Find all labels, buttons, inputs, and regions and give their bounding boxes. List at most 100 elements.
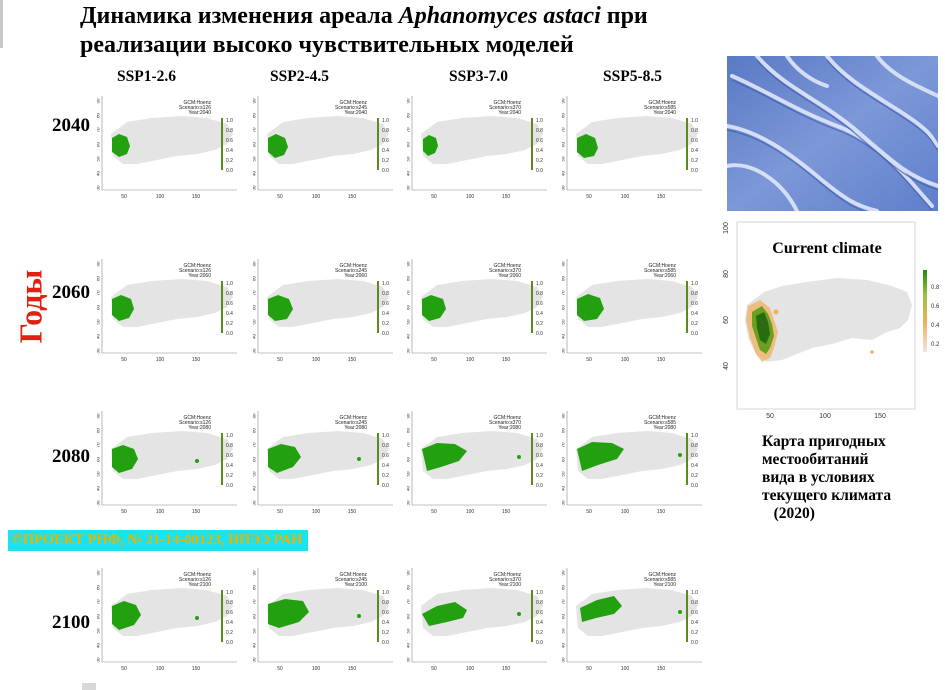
- map-year-label: Year:2060: [344, 273, 367, 279]
- map-x-tick: 100: [312, 509, 321, 515]
- map-legend-tick: 0.4: [691, 620, 698, 626]
- map-y-tick: 70: [253, 599, 257, 605]
- current-y-tick-60: 60: [723, 316, 730, 324]
- current-y-tick-40: 40: [723, 362, 730, 370]
- map-legend-bar: [686, 281, 688, 333]
- map-y-tick: 40: [253, 643, 257, 649]
- current-legend-0.2: 0.2: [931, 342, 940, 348]
- map-y-tick: 50: [97, 319, 101, 325]
- map-x-tick: 100: [156, 194, 165, 200]
- map-legend-tick: 0.8: [382, 128, 389, 134]
- map-legend-tick: 0.0: [226, 168, 233, 174]
- map-y-tick: 80: [407, 113, 411, 119]
- map-scenario-label: Scenario:s585: [644, 420, 676, 426]
- current-climate-title: Current climate: [772, 240, 881, 257]
- map-legend-tick: 0.4: [536, 620, 543, 626]
- current-suitable-spot: [773, 309, 779, 315]
- map-y-tick: 40: [407, 171, 411, 177]
- map-suitable-spot: [195, 459, 199, 463]
- map-x-tick: 150: [657, 666, 666, 672]
- map-legend-bar: [377, 118, 379, 170]
- map-y-tick: 90: [407, 570, 411, 576]
- map-legend-tick: 0.2: [691, 158, 698, 164]
- map-y-tick: 60: [407, 614, 411, 620]
- map-y-tick: 90: [97, 98, 101, 104]
- map-x-tick: 50: [431, 509, 437, 515]
- map-legend-tick: 1.0: [382, 281, 389, 287]
- map-legend-bar: [531, 118, 533, 170]
- projection-map-2040-s585: GCM:Hoenz Scenario:s585 Year:2040 0.0 0.2 0.4…: [562, 94, 710, 202]
- map-legend-tick: 0.2: [691, 473, 698, 479]
- map-legend-tick: 0.4: [382, 620, 389, 626]
- map-legend-tick: 0.4: [226, 148, 233, 154]
- map-x-tick: 50: [277, 666, 283, 672]
- map-land: [576, 116, 698, 164]
- map-y-tick: 50: [97, 628, 101, 634]
- map-land: [267, 431, 389, 479]
- map-legend-tick: 0.6: [536, 453, 543, 459]
- map-y-tick: 70: [97, 127, 101, 133]
- map-x-tick: 50: [277, 357, 283, 363]
- map-gcm-label: GCM:Hoenz: [339, 415, 367, 421]
- map-y-tick: 70: [97, 599, 101, 605]
- map-y-tick: 80: [253, 428, 257, 434]
- map-x-tick: 150: [502, 666, 511, 672]
- map-year-label: Year:2060: [653, 273, 676, 279]
- map-legend-tick: 0.8: [226, 600, 233, 606]
- map-legend-tick: 0.6: [691, 610, 698, 616]
- map-legend-tick: 0.6: [226, 610, 233, 616]
- map-suitable-spot: [357, 614, 361, 618]
- map-y-tick: 70: [253, 442, 257, 448]
- map-land: [111, 279, 233, 327]
- year-label-2080: 2080: [52, 446, 90, 467]
- map-legend-bar: [531, 590, 533, 642]
- map-x-tick: 100: [312, 194, 321, 200]
- map-year-label: Year:2040: [344, 110, 367, 116]
- map-legend-tick: 0.2: [382, 473, 389, 479]
- map-year-label: Year:2080: [188, 425, 211, 431]
- map-x-tick: 150: [348, 194, 357, 200]
- map-y-tick: 60: [253, 614, 257, 620]
- map-scenario-label: Scenario:s370: [489, 268, 521, 274]
- map-y-tick: 30: [407, 348, 411, 354]
- map-legend-bar: [377, 590, 379, 642]
- map-land: [267, 588, 389, 636]
- map-y-tick: 40: [253, 486, 257, 492]
- map-gcm-label: GCM:Hoenz: [648, 100, 676, 106]
- map-y-tick: 70: [407, 599, 411, 605]
- map-y-tick: 80: [407, 276, 411, 282]
- map-y-tick: 30: [253, 500, 257, 506]
- map-land: [111, 116, 233, 164]
- map-legend-tick: 0.8: [226, 128, 233, 134]
- map-x-tick: 150: [348, 666, 357, 672]
- map-legend-tick: 0.6: [226, 138, 233, 144]
- map-legend-bar: [531, 433, 533, 485]
- map-legend-tick: 0.6: [382, 610, 389, 616]
- map-y-tick: 40: [407, 334, 411, 340]
- map-legend-tick: 0.2: [382, 321, 389, 327]
- map-legend-tick: 0.8: [536, 443, 543, 449]
- projection-map-2040-s370: GCM:Hoenz Scenario:s370 Year:2040 0.0 0.2 0.4…: [407, 94, 555, 202]
- current-x-tick-100: 100: [819, 413, 831, 420]
- map-y-tick: 90: [562, 413, 566, 419]
- map-y-tick: 90: [407, 413, 411, 419]
- map-suitable-area: [422, 602, 467, 626]
- map-y-tick: 60: [407, 142, 411, 148]
- map-legend-tick: 0.2: [226, 321, 233, 327]
- map-suitable-spot: [678, 453, 682, 457]
- map-scenario-label: Scenario:s126: [179, 577, 211, 583]
- map-land: [421, 116, 543, 164]
- map-y-tick: 90: [97, 413, 101, 419]
- map-y-tick: 90: [407, 98, 411, 104]
- current-legend-0.8: 0.8: [931, 285, 940, 291]
- map-scenario-label: Scenario:s126: [179, 420, 211, 426]
- map-x-tick: 100: [156, 666, 165, 672]
- map-land: [267, 279, 389, 327]
- projection-map-2080-s245: GCM:Hoenz Scenario:s245 Year:2080 0.0 0.2 0.4…: [253, 409, 401, 517]
- map-legend-tick: 0.2: [691, 630, 698, 636]
- current-climate-caption: Карта пригодных местообитаний вида в усл…: [762, 433, 891, 523]
